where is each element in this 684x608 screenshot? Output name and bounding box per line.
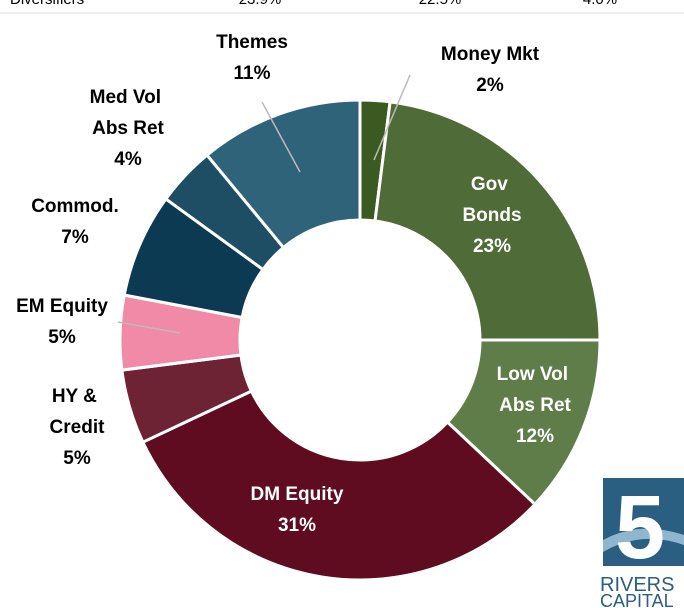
slice-label: HY & Credit <box>50 386 106 438</box>
logo-text: RIVERS <box>600 574 674 596</box>
logo-text: CAPITAL <box>600 591 674 608</box>
value-label: 23% <box>473 236 511 257</box>
value-label: 5% <box>63 448 91 469</box>
header-cell: 22.5% <box>419 0 462 8</box>
slice-label: Med Vol Abs Ret <box>90 87 167 139</box>
slice-label: Themes <box>216 32 288 53</box>
slice-label: Money Mkt <box>441 44 540 65</box>
logo: 5 RIVERS CAPITAL <box>600 478 684 608</box>
donut-slice <box>373 100 602 342</box>
donut-slice <box>445 338 602 507</box>
header-cell: Diversifiers <box>10 0 84 8</box>
logo-wave <box>603 528 684 552</box>
value-label: 12% <box>516 426 554 447</box>
slice-label: EM Equity <box>16 296 108 317</box>
header-cell: 23.9% <box>239 0 282 8</box>
logo-box <box>603 478 684 566</box>
slice-label: Low Vol Abs Ret <box>497 364 574 416</box>
header-cell: 4.0% <box>583 0 617 8</box>
slice-label: DM Equity <box>251 484 344 505</box>
value-label: 7% <box>61 227 89 248</box>
donut-slice <box>140 389 538 582</box>
logo-number: 5 <box>615 478 665 578</box>
leader-line <box>373 74 411 161</box>
donut-slice <box>204 98 362 250</box>
value-label: 4% <box>114 149 142 170</box>
value-label: 11% <box>234 63 271 84</box>
slice-label: Gov Bonds <box>462 174 521 226</box>
value-label: 2% <box>476 75 504 96</box>
leader-line <box>117 321 181 334</box>
slice-label: Commod. <box>31 196 119 217</box>
leader-line <box>261 101 301 173</box>
value-label: 5% <box>48 327 76 348</box>
value-label: 31% <box>278 515 316 536</box>
